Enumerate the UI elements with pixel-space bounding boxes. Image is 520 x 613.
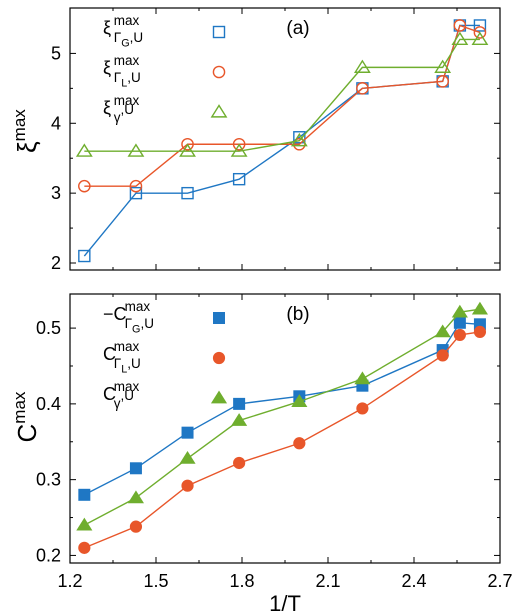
- legend-entry-3: ξ max γ,U: [103, 93, 228, 125]
- data-point: [179, 450, 196, 464]
- data-point: [354, 371, 371, 385]
- data-point: [129, 179, 143, 193]
- legend-label: −Cmax ΓG,U: [103, 299, 154, 336]
- data-point: [78, 488, 91, 501]
- y-tick-label: 0.2: [36, 545, 61, 565]
- data-point: [75, 143, 93, 157]
- legend-entry-1: ξ max ΓG,U: [103, 13, 226, 50]
- data-point: [434, 59, 452, 73]
- legend-entry-3: Cmax γ,U: [103, 379, 228, 411]
- legend-marker: [212, 351, 226, 365]
- panel-label: (b): [286, 304, 309, 325]
- data-point: [233, 456, 246, 470]
- data-point: [453, 316, 466, 329]
- legend-label: Cmax γ,U: [103, 379, 140, 411]
- data-point: [471, 31, 489, 46]
- data-point: [436, 75, 449, 88]
- legend-marker: [210, 104, 228, 118]
- data-point: [356, 402, 369, 415]
- x-tick-label: 2.4: [401, 571, 426, 591]
- legend-label: ξ max γ,U: [103, 93, 140, 125]
- data-point: [76, 517, 93, 531]
- data-point: [233, 397, 246, 410]
- data-point: [290, 132, 308, 147]
- x-tick-label: 2.1: [315, 571, 340, 591]
- data-point: [181, 479, 194, 492]
- data-point: [129, 520, 143, 533]
- series-1: [78, 19, 487, 263]
- data-point: [179, 143, 196, 157]
- series-3: [76, 301, 488, 531]
- legend-marker: [212, 65, 226, 79]
- data-point: [353, 59, 371, 73]
- data-point: [291, 394, 308, 407]
- series-line: [83, 24, 480, 257]
- series-2: [78, 19, 487, 193]
- data-point: [127, 143, 145, 157]
- y-tick-label: 0.4: [36, 394, 61, 414]
- plot-frame: [69, 7, 501, 271]
- data-point: [434, 324, 451, 338]
- data-point: [232, 172, 246, 186]
- y-tick-label: 5: [51, 43, 61, 63]
- panel-a: 2 3 4 5 ξmax (a) ξ max ΓG,Uξ max ΓL,Uξ max γ,U: [10, 7, 501, 273]
- series-3: [75, 31, 489, 157]
- x-tick-label: 1.8: [229, 571, 254, 591]
- data-point: [356, 82, 369, 95]
- legend-entry-2: ξ max ΓL,U: [103, 53, 226, 90]
- y-tick-label: 3: [51, 183, 61, 203]
- data-point: [453, 328, 466, 342]
- series-2: [78, 325, 487, 554]
- x-tick-label: 1.2: [57, 571, 82, 591]
- legend-marker: [212, 25, 226, 39]
- series-line: [84, 308, 481, 526]
- y-axis-label: Cmax: [10, 391, 42, 442]
- y-tick-label: 0.3: [36, 470, 61, 490]
- legend-entry-2: Cmax ΓL,U: [103, 339, 226, 376]
- data-point: [473, 325, 487, 338]
- data-point: [129, 186, 143, 200]
- data-point: [293, 437, 306, 450]
- x-tick-label: 2.7: [487, 571, 512, 591]
- data-point: [451, 304, 468, 318]
- x-tick-label: 1.5: [143, 571, 168, 591]
- y-tick-label: 4: [51, 113, 61, 133]
- data-point: [181, 426, 194, 439]
- data-point: [78, 541, 91, 554]
- series-line: [84, 331, 481, 549]
- legend-marker: [210, 390, 228, 404]
- data-point: [232, 137, 246, 151]
- data-point: [453, 19, 467, 32]
- series-line: [84, 38, 480, 152]
- series-line: [84, 322, 480, 496]
- legend-marker: [213, 312, 225, 324]
- data-point: [127, 490, 144, 504]
- series-1: [78, 316, 486, 501]
- data-point: [231, 413, 248, 426]
- series-line: [84, 24, 481, 187]
- legend-label: ξ max ΓL,U: [103, 53, 141, 90]
- data-point: [293, 131, 306, 144]
- data-point: [473, 19, 487, 32]
- data-point: [436, 349, 449, 362]
- y-tick-label: 0.5: [36, 318, 61, 338]
- legend-label: Cmax ΓL,U: [103, 339, 141, 376]
- data-point: [473, 26, 487, 39]
- legend-entry-1: −Cmax ΓG,U: [103, 299, 225, 336]
- x-axis-label: 1/T: [269, 591, 301, 613]
- data-point: [78, 179, 91, 193]
- data-point: [181, 137, 194, 151]
- data-point: [129, 462, 142, 475]
- data-point: [230, 143, 248, 157]
- data-point: [181, 186, 194, 200]
- data-point: [78, 249, 91, 263]
- data-point: [451, 31, 469, 46]
- panel-b: 1.2 1.5 1.8 2.1 2.4 2.7 0.2 0.3 0.4 0.5 Cmax 1/T (b)…: [10, 293, 513, 613]
- y-tick-label: 2: [51, 253, 61, 273]
- legend-label: ξ max ΓG,U: [103, 13, 143, 50]
- data-point: [471, 301, 488, 315]
- panel-label: (a): [286, 18, 309, 39]
- y-axis-label: ξmax: [10, 109, 42, 153]
